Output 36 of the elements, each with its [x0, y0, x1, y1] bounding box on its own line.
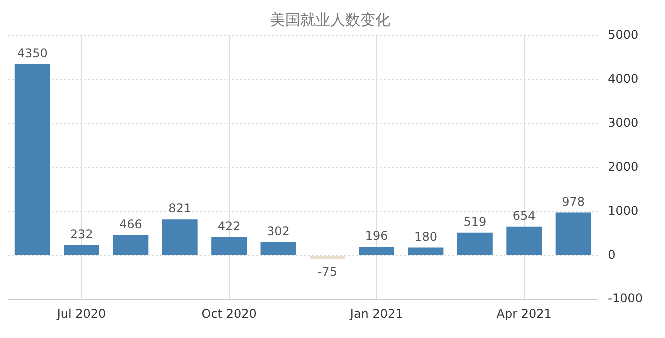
data-label: 4350 — [17, 46, 48, 61]
bar — [64, 245, 100, 256]
y-tick-label: 5000 — [608, 28, 639, 42]
bar — [457, 232, 493, 256]
bar — [212, 237, 248, 256]
data-label: 519 — [464, 214, 487, 229]
bar — [556, 212, 592, 256]
bar — [260, 242, 296, 256]
y-tick-label: -1000 — [608, 292, 644, 306]
data-label: 978 — [562, 194, 585, 209]
y-tick-label: 0 — [608, 248, 616, 262]
y-tick-label: 3000 — [608, 116, 639, 130]
bar — [162, 220, 198, 256]
data-label: 232 — [70, 228, 94, 242]
data-label: -75 — [318, 265, 338, 280]
x-tick-label: Apr 2021 — [496, 306, 552, 321]
bar — [408, 248, 444, 256]
bar — [310, 256, 346, 259]
chart-title: 美国就业人数变化 — [270, 10, 390, 29]
y-tick-label: 4000 — [608, 72, 639, 86]
data-label: 302 — [267, 224, 290, 239]
x-tick-label: Oct 2020 — [202, 306, 257, 321]
data-label: 821 — [168, 202, 192, 216]
data-label: 422 — [218, 219, 241, 234]
data-label: 466 — [119, 217, 142, 232]
x-tick-label: Jan 2021 — [349, 306, 404, 321]
x-tick-label: Jul 2020 — [56, 306, 106, 321]
y-tick-label: 2000 — [608, 160, 639, 174]
data-label: 654 — [512, 209, 536, 224]
bar — [113, 235, 149, 256]
data-label: 196 — [365, 229, 388, 244]
y-tick-label: 1000 — [608, 204, 639, 218]
bar — [359, 247, 395, 256]
data-label: 180 — [414, 230, 438, 244]
bar — [506, 226, 542, 256]
bar — [14, 64, 50, 256]
